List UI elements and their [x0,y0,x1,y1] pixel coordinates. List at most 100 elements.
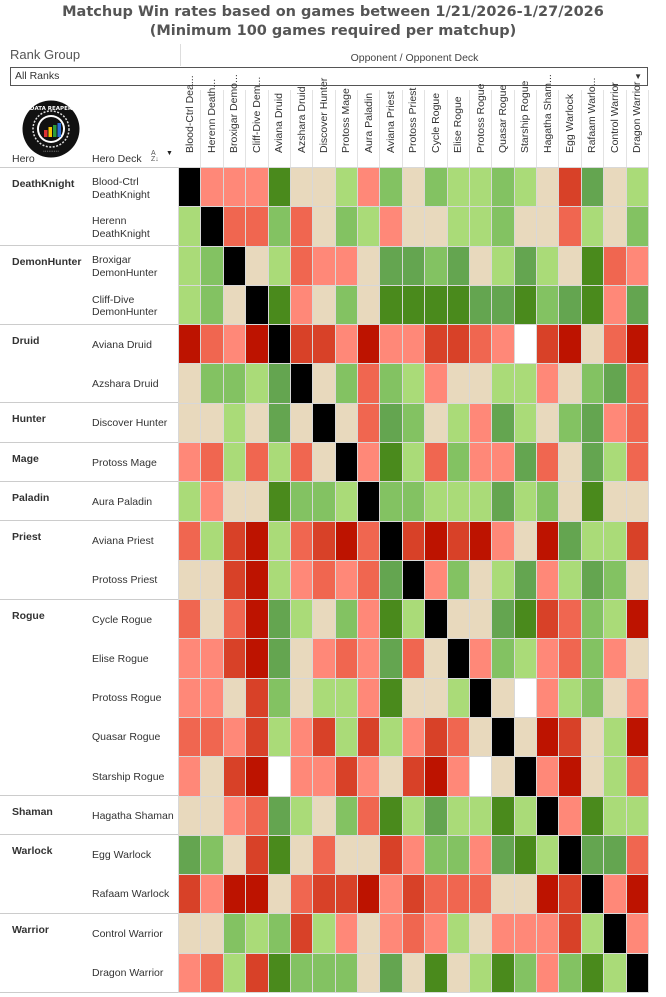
heatmap-cell[interactable] [380,521,402,560]
heatmap-cell[interactable] [537,678,559,717]
heatmap-cell[interactable] [469,521,492,560]
heatmap-cell[interactable] [402,207,425,246]
heatmap-cell[interactable] [559,717,581,757]
heatmap-cell[interactable] [358,953,380,992]
heatmap-cell[interactable] [425,560,447,600]
heatmap-cell[interactable] [425,953,447,992]
heatmap-cell[interactable] [335,953,358,992]
heatmap-cell[interactable] [179,953,201,992]
heatmap-cell[interactable] [469,168,492,207]
heatmap-cell[interactable] [581,757,604,796]
heatmap-cell[interactable] [402,403,425,442]
heatmap-cell[interactable] [268,403,290,442]
heatmap-cell[interactable] [425,207,447,246]
heatmap-cell[interactable] [335,757,358,796]
heatmap-cell[interactable] [537,875,559,914]
heatmap-cell[interactable] [290,875,313,914]
heatmap-cell[interactable] [246,639,268,678]
heatmap-cell[interactable] [179,442,201,482]
heatmap-cell[interactable] [358,325,380,364]
heatmap-cell[interactable] [469,953,492,992]
heatmap-cell[interactable] [290,600,313,639]
heatmap-cell[interactable] [402,521,425,560]
heatmap-cell[interactable] [492,442,514,482]
heatmap-cell[interactable] [179,521,201,560]
heatmap-cell[interactable] [604,678,626,717]
heatmap-cell[interactable] [358,757,380,796]
heatmap-cell[interactable] [290,639,313,678]
heatmap-cell[interactable] [559,875,581,914]
heatmap-cell[interactable] [469,914,492,953]
heatmap-cell[interactable] [246,914,268,953]
heatmap-cell[interactable] [179,639,201,678]
heatmap-cell[interactable] [358,364,380,403]
heatmap-cell[interactable] [268,835,290,875]
heatmap-cell[interactable] [290,678,313,717]
heatmap-cell[interactable] [201,875,223,914]
heatmap-cell[interactable] [514,796,537,835]
heatmap-cell[interactable] [335,442,358,482]
heatmap-cell[interactable] [268,364,290,403]
heatmap-cell[interactable] [604,560,626,600]
heatmap-cell[interactable] [313,639,335,678]
column-header[interactable]: Blood-Ctrl Dea... [179,75,202,167]
heatmap-cell[interactable] [179,207,201,246]
heatmap-cell[interactable] [380,207,402,246]
heatmap-cell[interactable] [402,875,425,914]
heatmap-cell[interactable] [380,717,402,757]
heatmap-cell[interactable] [447,168,469,207]
heatmap-cell[interactable] [335,600,358,639]
heatmap-cell[interactable] [313,482,335,521]
column-header[interactable]: Egg Warlock [559,90,582,167]
heatmap-cell[interactable] [358,678,380,717]
heatmap-cell[interactable] [290,364,313,403]
heatmap-cell[interactable] [201,914,223,953]
heatmap-cell[interactable] [537,914,559,953]
heatmap-cell[interactable] [223,953,246,992]
heatmap-cell[interactable] [626,678,648,717]
sort-menu-arrow-icon[interactable]: ▼ [166,150,173,157]
heatmap-cell[interactable] [313,678,335,717]
heatmap-cell[interactable] [380,757,402,796]
heatmap-cell[interactable] [201,325,223,364]
heatmap-cell[interactable] [514,639,537,678]
heatmap-cell[interactable] [514,560,537,600]
heatmap-cell[interactable] [581,953,604,992]
heatmap-cell[interactable] [268,953,290,992]
heatmap-cell[interactable] [604,207,626,246]
heatmap-cell[interactable] [290,168,313,207]
heatmap-cell[interactable] [447,835,469,875]
heatmap-cell[interactable] [223,678,246,717]
heatmap-cell[interactable] [402,246,425,285]
heatmap-cell[interactable] [604,717,626,757]
heatmap-cell[interactable] [179,875,201,914]
heatmap-cell[interactable] [559,678,581,717]
heatmap-cell[interactable] [626,482,648,521]
heatmap-cell[interactable] [626,442,648,482]
heatmap-cell[interactable] [246,364,268,403]
column-header[interactable]: Broxigar Demo... [224,74,247,167]
column-header[interactable]: Dragon Warrior [627,82,649,167]
heatmap-cell[interactable] [358,796,380,835]
heatmap-cell[interactable] [290,717,313,757]
heatmap-cell[interactable] [179,482,201,521]
heatmap-cell[interactable] [514,325,537,364]
heatmap-cell[interactable] [425,875,447,914]
heatmap-cell[interactable] [559,168,581,207]
heatmap-cell[interactable] [335,914,358,953]
heatmap-cell[interactable] [469,757,492,796]
heatmap-cell[interactable] [425,914,447,953]
heatmap-cell[interactable] [223,914,246,953]
heatmap-cell[interactable] [402,364,425,403]
heatmap-cell[interactable] [402,639,425,678]
heatmap-cell[interactable] [223,403,246,442]
heatmap-cell[interactable] [492,521,514,560]
heatmap-cell[interactable] [290,403,313,442]
heatmap-cell[interactable] [402,796,425,835]
heatmap-cell[interactable] [447,600,469,639]
heatmap-cell[interactable] [559,600,581,639]
heatmap-cell[interactable] [335,835,358,875]
heatmap-cell[interactable] [358,168,380,207]
heatmap-cell[interactable] [492,285,514,325]
column-header[interactable]: Starship Rogue [515,81,537,167]
